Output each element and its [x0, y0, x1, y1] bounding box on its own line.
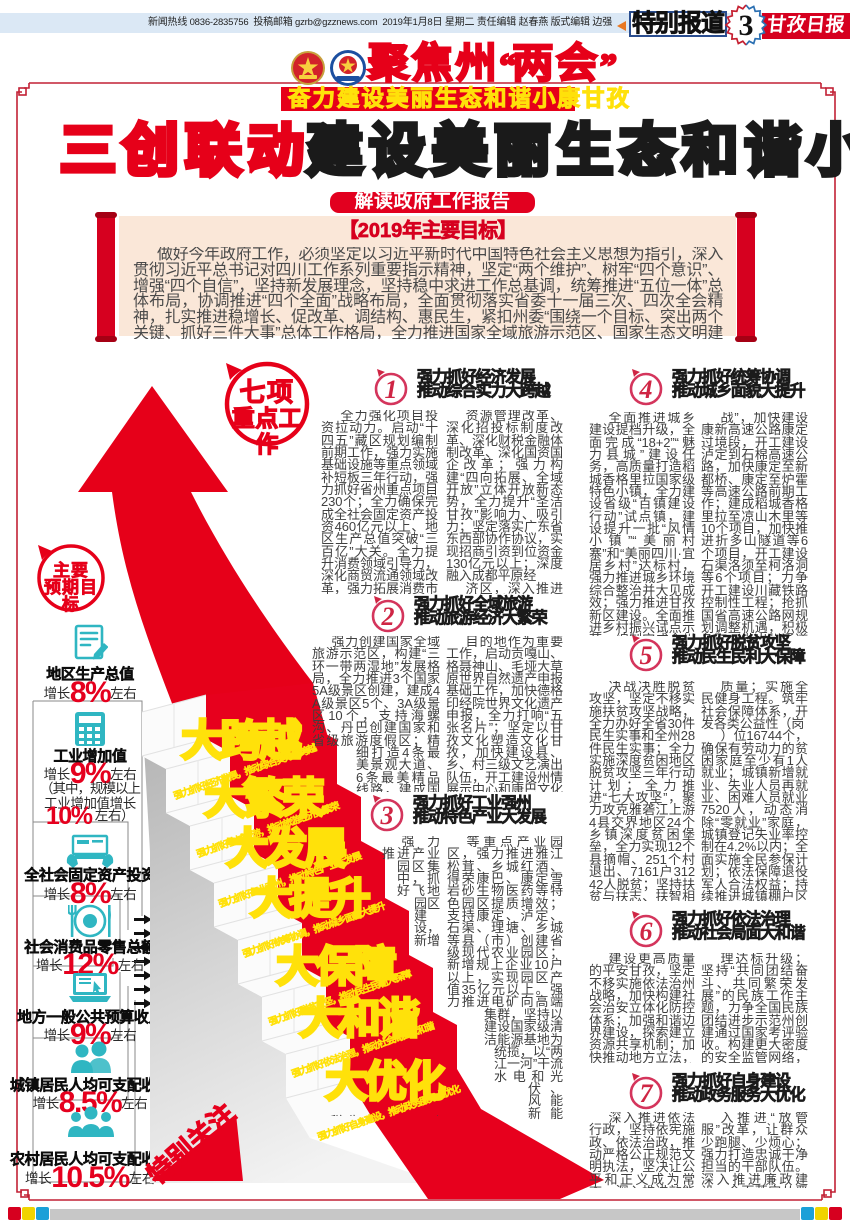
svg-text:1: 1	[385, 375, 398, 404]
svg-text:2: 2	[381, 602, 395, 631]
svg-text:7: 7	[640, 1079, 654, 1108]
svg-text:6: 6	[640, 917, 653, 946]
svg-text:3: 3	[380, 801, 394, 830]
svg-text:4: 4	[639, 375, 653, 404]
svg-text:3: 3	[739, 9, 754, 42]
svg-text:5: 5	[640, 641, 653, 670]
